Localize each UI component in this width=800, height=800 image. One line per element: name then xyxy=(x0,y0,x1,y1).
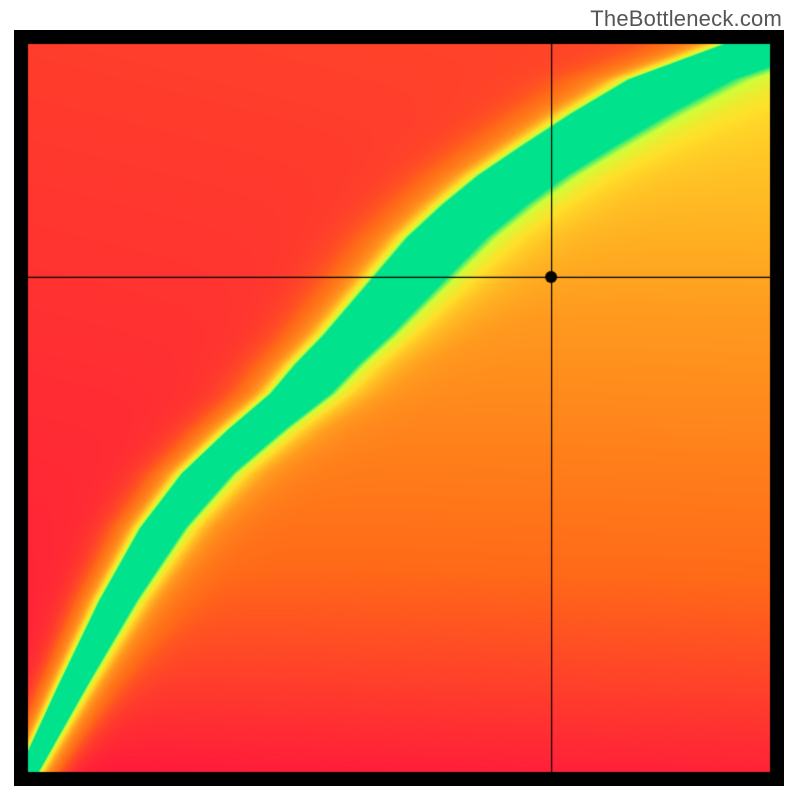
chart-container: TheBottleneck.com xyxy=(0,0,800,800)
watermark-label: TheBottleneck.com xyxy=(590,6,782,32)
heatmap-canvas xyxy=(14,30,784,786)
plot-frame xyxy=(14,30,784,786)
